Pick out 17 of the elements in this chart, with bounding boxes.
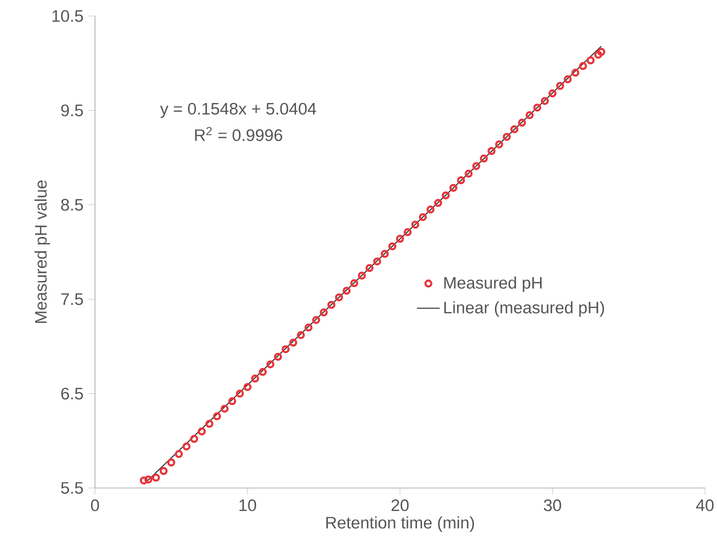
x-tick-label: 40 (696, 499, 714, 512)
annotation: R$^{2}$ = 0.9996 (195, 126, 282, 142)
legend-label: Measured pH (444, 276, 542, 292)
y-tick-label: 9.5 (61, 104, 83, 116)
y-tick-label: 7.5 (61, 293, 83, 306)
legend-label: Linear (measured pH) (444, 301, 604, 317)
y-tick-label: 10.5 (52, 10, 83, 22)
y-tick-label: 8.5 (61, 198, 83, 211)
x-axis-title: Retention time (min) (326, 516, 474, 532)
y-tick-label: 5.5 (61, 482, 83, 494)
x-tick-label: 10 (240, 499, 256, 512)
annotation: y = 0.1548x + 5.0404 (160, 102, 316, 118)
y-axis-title: Measured pH value (34, 180, 50, 323)
x-tick-label: 0 (91, 499, 99, 512)
x-tick-label: 20 (392, 499, 409, 512)
x-tick-label: 30 (544, 499, 562, 512)
y-tick-label: 6.5 (61, 388, 83, 400)
